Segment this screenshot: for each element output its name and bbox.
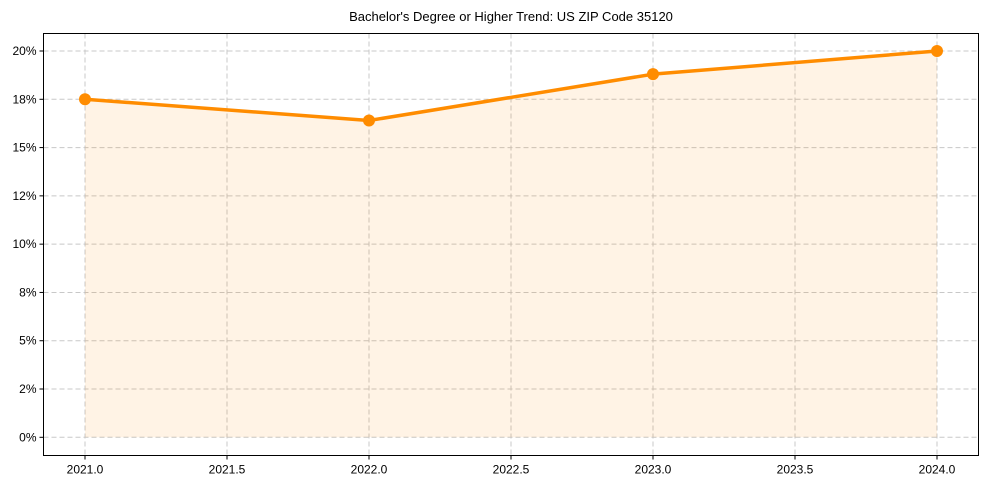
- x-tick-label: 2022.5: [493, 463, 530, 477]
- y-tick-label: 8%: [19, 285, 37, 299]
- data-point: [363, 114, 375, 127]
- data-point: [647, 68, 659, 81]
- y-tick-label: 15%: [12, 141, 36, 155]
- x-axis: 2021.0 2021.5 2022.0 2022.5 2023.0 2023.5 2024…: [67, 455, 956, 477]
- data-point: [79, 93, 91, 106]
- data-line: [84, 49, 938, 123]
- y-tick-label: 20%: [12, 44, 36, 58]
- x-tick-label: 2023.5: [777, 463, 814, 477]
- area-fill: [85, 51, 937, 438]
- grid-lines: [43, 33, 979, 456]
- x-tick-label: 2021.0: [67, 463, 104, 477]
- chart-title: Bachelor's Degree or Higher Trend: US ZI…: [349, 9, 673, 24]
- x-tick-label: 2024.0: [919, 463, 956, 477]
- y-tick-label: 10%: [12, 237, 36, 251]
- y-tick-label: 2%: [19, 382, 37, 396]
- data-markers: [79, 45, 943, 127]
- y-axis: 0% 2% 5% 8% 10% 12% 15% 18% 20%: [12, 44, 44, 444]
- x-tick-label: 2023.0: [635, 463, 672, 477]
- y-tick-label: 5%: [19, 334, 37, 348]
- x-tick-label: 2022.0: [351, 463, 388, 477]
- y-tick-label: 18%: [12, 92, 36, 106]
- data-point: [931, 45, 943, 57]
- y-tick-label: 12%: [12, 189, 36, 203]
- x-tick-label: 2021.5: [209, 463, 246, 477]
- y-tick-label: 0%: [19, 430, 37, 444]
